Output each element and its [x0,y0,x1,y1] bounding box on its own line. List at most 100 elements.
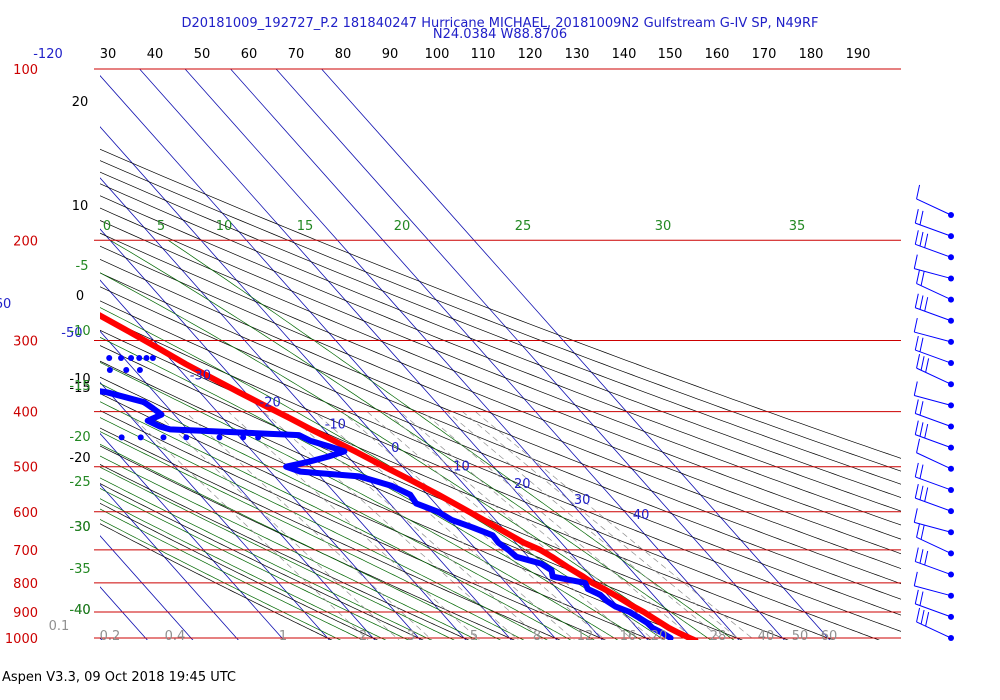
isotherm-line [0,69,20,650]
dry-adiabat-label: -15 [69,381,90,396]
wind-barb-feather [925,358,930,373]
wind-barb [916,607,954,641]
wind-barb [914,230,954,261]
top-scale-label: 30 [100,47,117,62]
wind-barb [914,420,954,451]
moist-adiabat-line [100,455,478,640]
wind-barb [916,438,954,472]
wind-barb-feather [914,209,919,224]
moist-adiabat-label: -15 [69,379,90,394]
moist-adiabat-label: 10 [216,219,233,234]
mixing-ratio-label: 20 [651,629,668,644]
isotherm-label: 0 [391,441,399,456]
isotherm-label: -30 [190,368,211,383]
dry-adiabat-line [100,171,901,485]
dry-adiabat-line [100,483,424,640]
moist-adiabat-label: 0 [103,219,111,234]
dry-adiabat-line [100,286,901,616]
wind-barb-feather [916,523,921,538]
dewpoint-point [50,367,56,373]
isotherm-line [321,68,831,640]
wind-barb-feather [924,423,929,439]
wind-barbs [913,184,954,641]
dewpoint-point [143,354,150,361]
dewpoint-point [149,354,156,361]
dry-adiabat-line [100,259,901,585]
wind-barb-feather [924,550,929,566]
wind-barb-feather [919,231,924,247]
dewpoint-point [93,355,99,361]
mixing-ratio-label: 0.1 [49,619,70,634]
dewpoint-point [118,354,125,361]
mixing-ratio-line [341,411,606,640]
top-scale-label: 120 [518,47,543,62]
moist-adiabat-label: 35 [789,219,806,234]
top-scale-label: 40 [147,47,164,62]
moist-adiabat-line [168,240,735,640]
dewpoint-point [136,366,143,373]
dry-adiabat-line [100,148,901,459]
dry-adiabat-line [100,232,901,555]
mixing-ratio-label: 28 [710,629,727,644]
wind-barb-staff [914,331,952,343]
dewpoint-point [106,366,113,373]
isotherm-line [100,484,239,640]
wind-barb-feather [924,297,929,312]
top-scale-label: 60 [241,47,258,62]
wind-barb-feather [919,295,924,310]
dry-adiabat-line [100,329,835,640]
chart-grid [0,68,901,650]
isotherm-line [100,637,103,640]
dewpoint-point [216,434,223,441]
wind-barb-staff [915,603,952,618]
moist-adiabat-label: -10 [69,324,90,339]
mixing-ratio-label: 16 [620,629,637,644]
dewpoint-point [118,434,125,441]
wind-barb-feather [914,399,919,414]
isotherm-label: -60 [0,297,11,312]
moist-adiabat-label: -25 [69,475,90,490]
mixing-ratio-line [446,411,724,640]
pressure-label-600: 600 [13,506,38,521]
wind-barb-feather [914,483,919,499]
wind-barb [913,317,954,345]
moist-adiabat-line [100,307,665,640]
wind-barb-staff [915,476,952,491]
wind-barb-feather [916,607,921,623]
mixing-ratio-label: 50 [792,629,809,644]
pressure-label-800: 800 [13,577,38,592]
dry-adiabat-line [100,183,901,498]
isotherm-line [100,535,194,640]
chart-subtitle: N24.0384 W88.8706 [432,27,568,42]
wind-barb-staff [916,198,952,216]
wind-barb [914,547,954,578]
wind-barb-feather [919,337,924,352]
dry-adiabat-line [100,315,880,640]
wind-barb [913,571,954,599]
wind-barb-feather [920,271,925,286]
wind-barb-staff [916,621,952,639]
mixing-ratio-label: 1 [279,629,287,644]
wind-barb-feather [925,612,930,627]
dry-adiabat-line [100,160,901,472]
wind-barb-feather [916,438,921,453]
isotherm-label: 30 [574,493,591,508]
moist-adiabat-label: 25 [515,219,532,234]
wind-barb-feather [919,210,924,225]
isotherm-line [100,279,421,640]
moist-adiabat-label: -40 [69,603,90,618]
dry-adiabat-line [100,272,901,600]
mixing-ratio-line [154,411,400,640]
moist-adiabat-line [100,498,387,640]
isotherm-label: 20 [514,477,531,492]
top-scale-label: 150 [658,47,683,62]
wind-barb-staff [915,434,952,449]
wind-barb-feather [914,547,919,562]
dry-adiabat-line [100,523,333,640]
dewpoint-point [240,434,247,441]
mixing-ratio-label: 40 [758,629,775,644]
mixing-ratio-line [285,411,543,640]
mixing-ratio-line [313,411,575,640]
dewpoint-point [31,367,37,373]
wind-barb-staff [915,497,952,512]
